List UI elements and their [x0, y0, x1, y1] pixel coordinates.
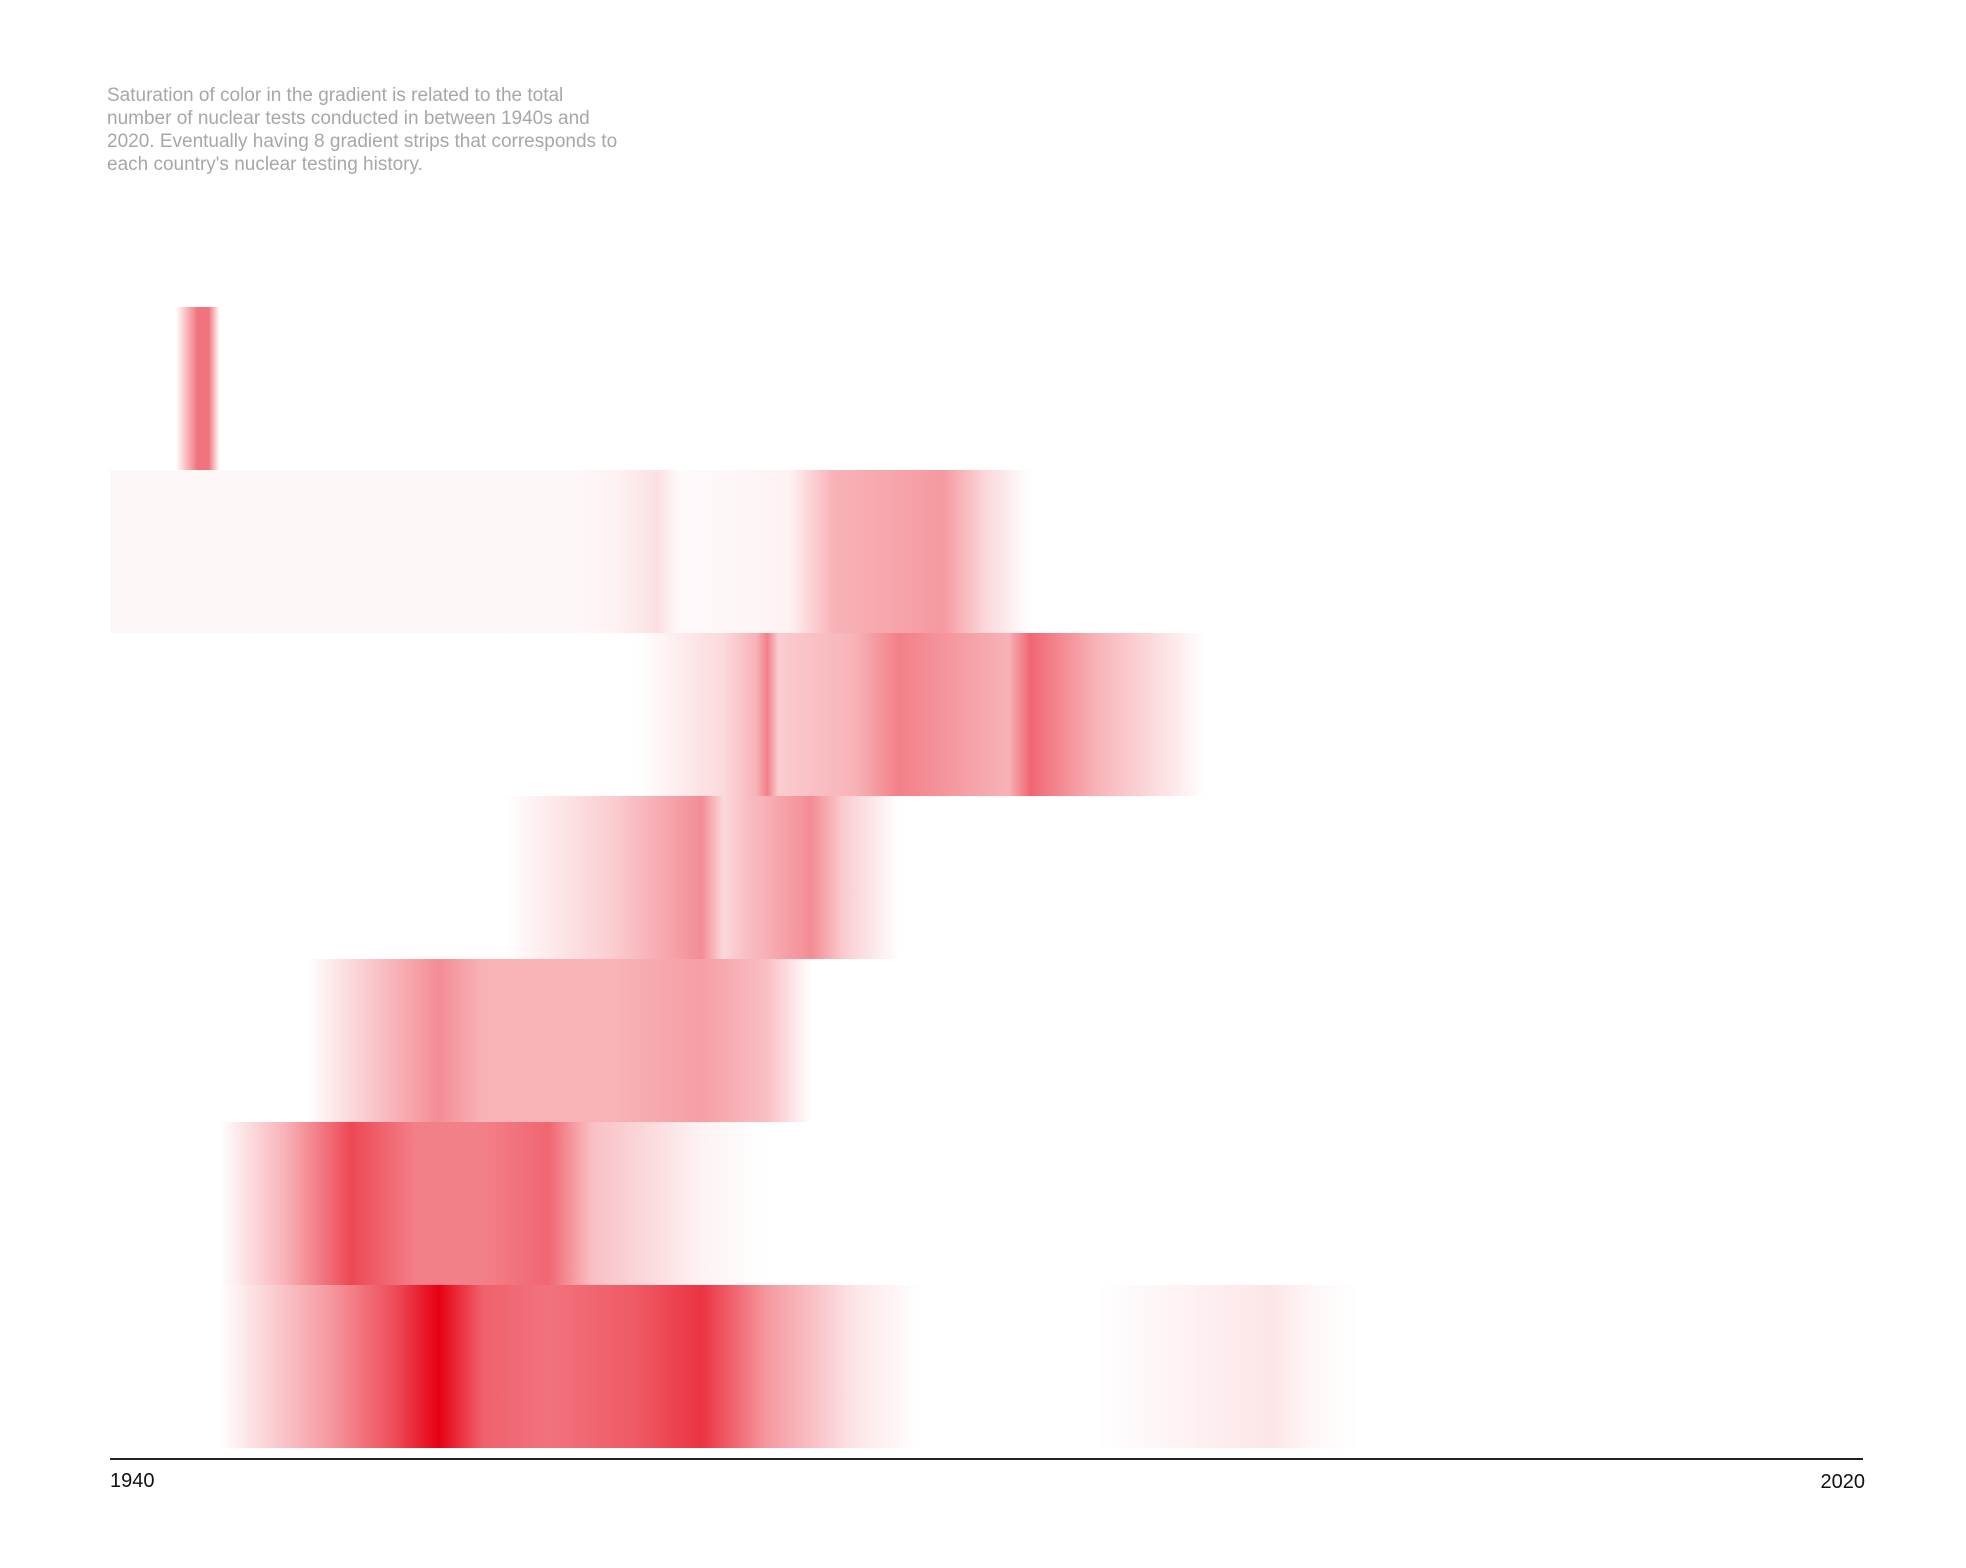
- gradient-strip-4: [504, 796, 899, 959]
- x-tick-label-end: 2020: [1821, 1471, 1866, 1493]
- gradient-strip-1: [175, 307, 220, 470]
- gradient-strip-5: [307, 959, 812, 1122]
- gradient-strip-2: [110, 470, 1031, 633]
- gradient-strip-6: [219, 1122, 768, 1285]
- gradient-strips: [110, 307, 1360, 1448]
- gradient-strip-7: [219, 1285, 1360, 1448]
- gradient-strip-3: [635, 633, 1206, 796]
- x-tick-label-start: 1940: [110, 1470, 155, 1492]
- chart-caption: Saturation of color in the gradient is r…: [107, 85, 618, 175]
